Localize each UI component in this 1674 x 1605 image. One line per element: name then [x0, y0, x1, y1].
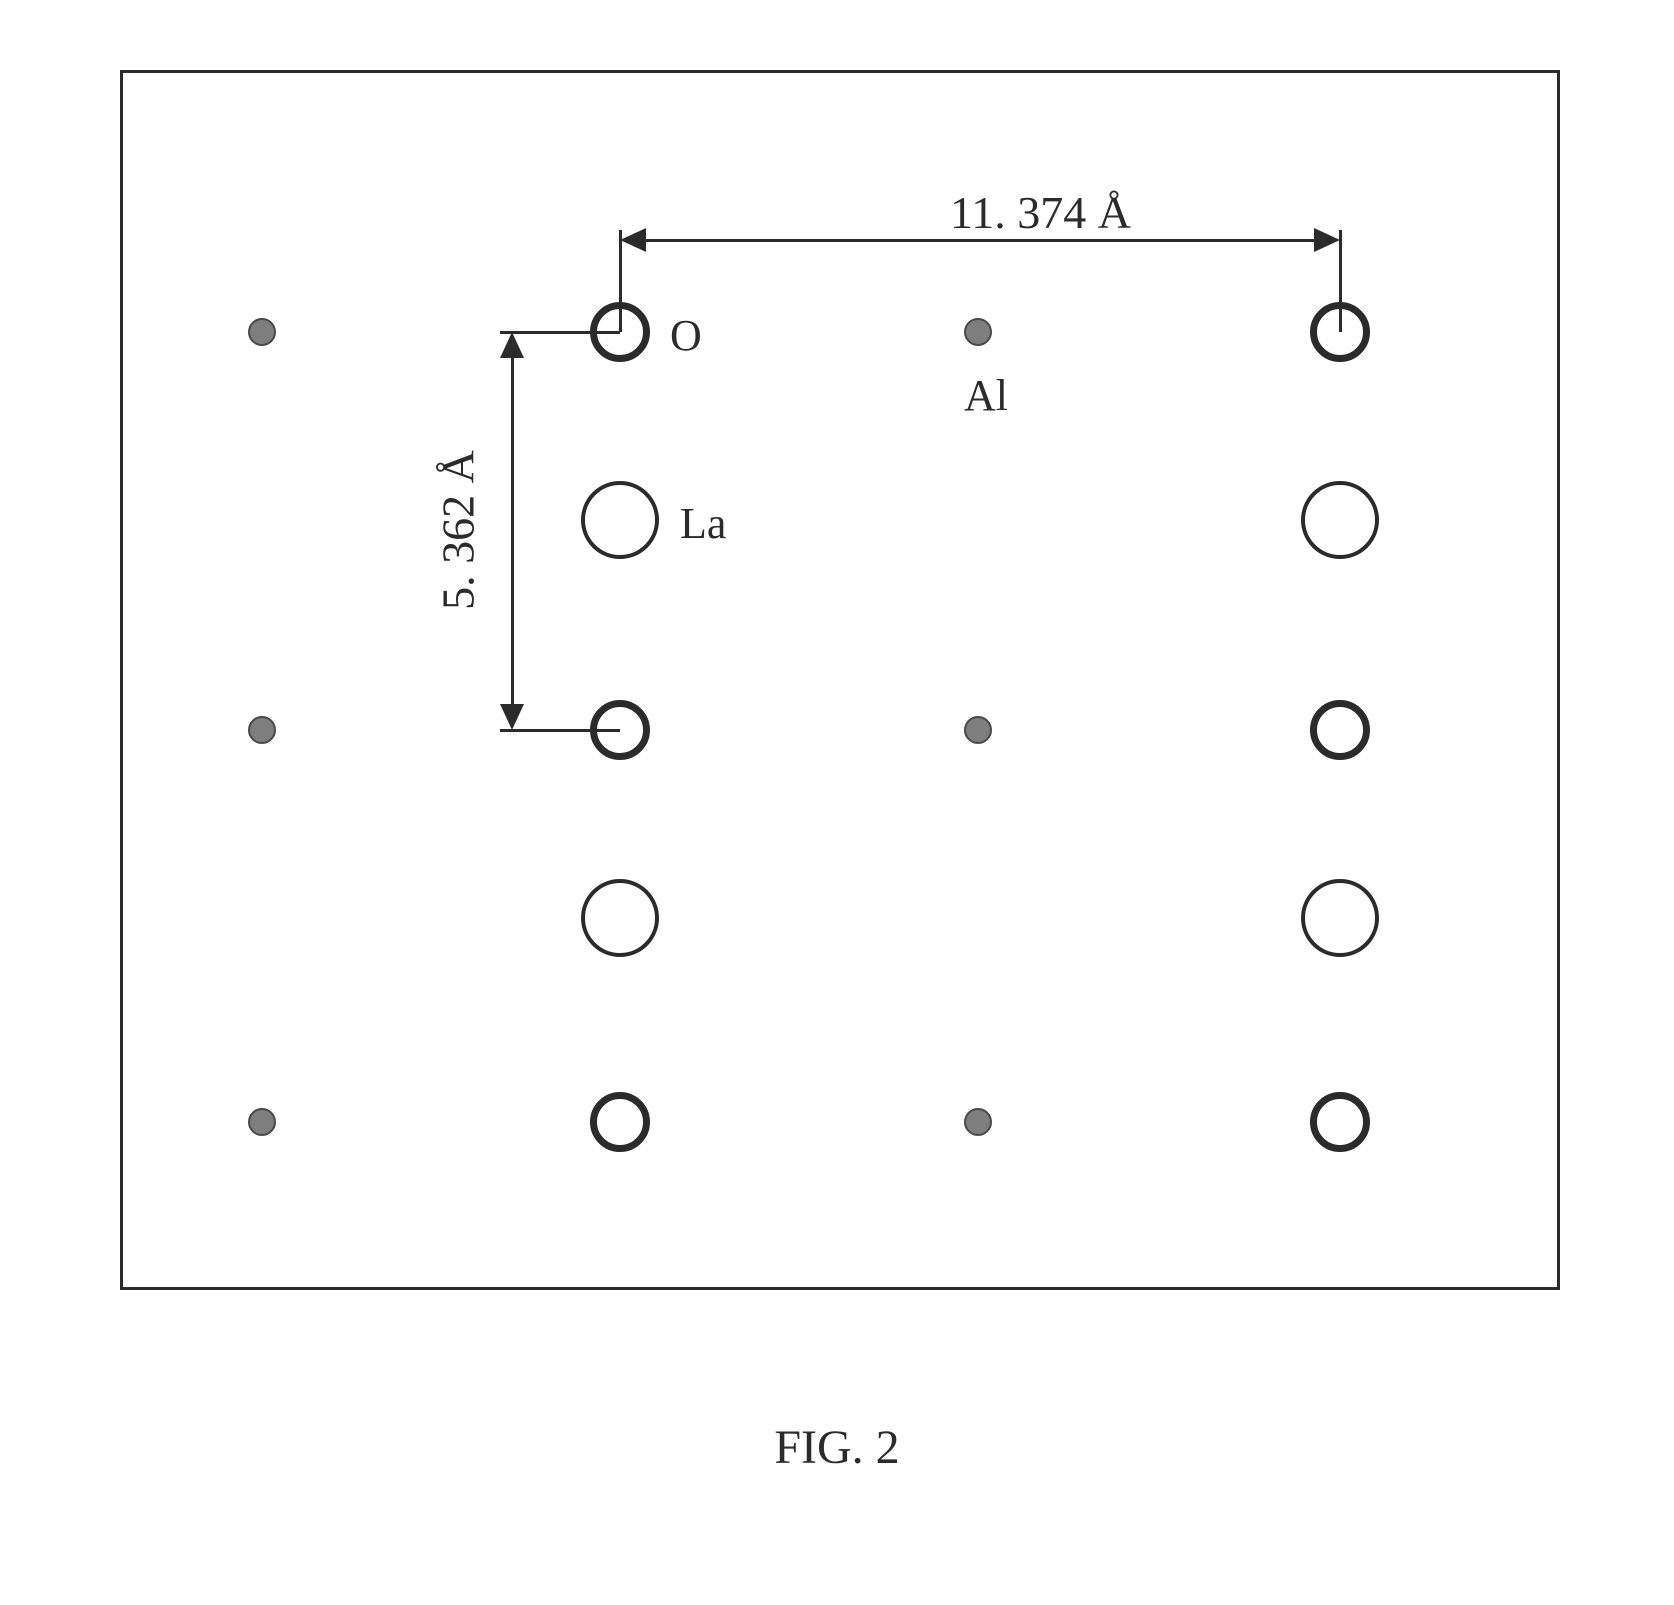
figure-caption: FIG. 2 — [0, 1420, 1674, 1475]
legend-label-o: O — [670, 310, 702, 361]
legend-label-al: Al — [964, 370, 1008, 421]
dim-v-label: 5. 362 Å — [432, 450, 485, 610]
dim-v-arrow-down — [500, 704, 524, 730]
al-atom — [964, 1108, 992, 1136]
dim-h-arrow-left — [620, 228, 646, 252]
al-atom — [964, 318, 992, 346]
al-atom — [248, 318, 276, 346]
o-atom — [590, 1092, 650, 1152]
legend-label-la: La — [680, 498, 726, 549]
dim-v-arrow-up — [500, 332, 524, 358]
figure-canvas: O La Al 11. 374 Å 5. 362 Å FIG. 2 — [0, 0, 1674, 1605]
al-atom — [248, 716, 276, 744]
dim-v-line — [511, 358, 514, 704]
la-atom — [581, 879, 659, 957]
al-atom — [248, 1108, 276, 1136]
dim-h-label: 11. 374 Å — [950, 186, 1131, 239]
la-atom — [1301, 879, 1379, 957]
o-atom — [1310, 700, 1370, 760]
o-atom — [1310, 1092, 1370, 1152]
dim-h-arrow-right — [1314, 228, 1340, 252]
al-atom — [964, 716, 992, 744]
la-atom — [1301, 481, 1379, 559]
la-atom — [581, 481, 659, 559]
